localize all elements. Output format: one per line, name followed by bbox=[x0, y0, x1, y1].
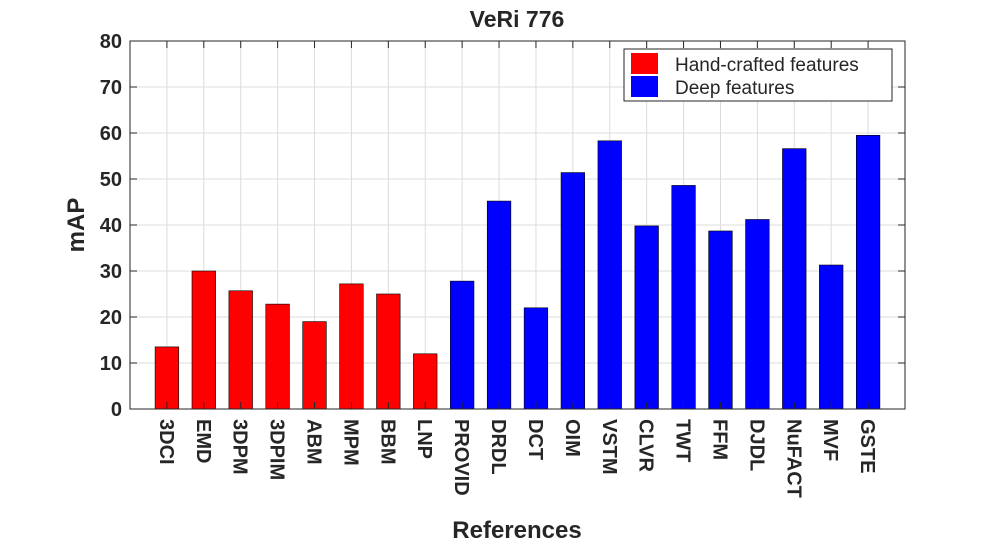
y-tick-label: 40 bbox=[100, 215, 122, 237]
x-axis-ticks: 3DCI EMD 3DPM 3DPIM ABM MPM BBM LNP PROVID DRDL DC… bbox=[155, 41, 878, 498]
bar-emd bbox=[191, 270, 216, 410]
bar-clvr bbox=[634, 225, 659, 410]
x-axis-label: References bbox=[452, 517, 581, 544]
y-axis-label: mAP bbox=[63, 198, 90, 253]
y-tick-label: 80 bbox=[100, 31, 122, 53]
bar-ffm bbox=[708, 230, 733, 410]
bar-3dci bbox=[154, 346, 180, 410]
x-tick-label: GSTE bbox=[856, 419, 878, 473]
bar-gste bbox=[855, 135, 881, 410]
x-tick-label: TWT bbox=[672, 419, 694, 462]
bar-drdl bbox=[486, 200, 512, 410]
legend-label-hand-crafted: Hand-crafted features bbox=[675, 55, 859, 76]
x-tick-label: 3DPM bbox=[229, 419, 251, 475]
x-tick-label: EMD bbox=[192, 419, 214, 463]
y-tick-label: 50 bbox=[100, 169, 122, 191]
x-tick-label: PROVID bbox=[450, 419, 472, 496]
bar-mpm bbox=[339, 283, 364, 410]
x-tick-label: DCT bbox=[524, 419, 546, 460]
bar-mvf bbox=[819, 264, 844, 410]
bar-provid bbox=[450, 280, 475, 410]
bar-twt bbox=[671, 185, 696, 410]
bar-bbm bbox=[376, 293, 401, 410]
chart-title: VeRi 776 bbox=[470, 6, 565, 32]
bar-3dpm bbox=[228, 290, 253, 410]
x-tick-label: MVF bbox=[819, 419, 841, 461]
bar-dct bbox=[523, 307, 549, 410]
y-tick-label: 0 bbox=[111, 399, 122, 421]
bar-vstm bbox=[597, 140, 622, 410]
x-tick-label: VSTM bbox=[598, 419, 620, 475]
x-tick-label: MPM bbox=[339, 419, 361, 466]
x-tick-label: LNP bbox=[413, 419, 435, 459]
y-tick-label: 10 bbox=[100, 353, 122, 375]
y-axis-ticks: 0 10 20 30 40 50 60 70 80 bbox=[100, 31, 905, 421]
bar-3dpim bbox=[265, 303, 290, 410]
x-tick-label: DRDL bbox=[487, 419, 509, 475]
y-tick-label: 30 bbox=[100, 261, 122, 283]
bar-nufact bbox=[782, 148, 807, 410]
legend-swatch-deep bbox=[631, 76, 658, 97]
x-tick-label: DJDL bbox=[745, 419, 767, 471]
legend: Hand-crafted features Deep features bbox=[623, 48, 893, 102]
x-tick-label: 3DCI bbox=[155, 419, 177, 465]
x-tick-label: FFM bbox=[708, 419, 730, 460]
bars bbox=[154, 135, 881, 410]
x-tick-label: CLVR bbox=[635, 419, 657, 473]
legend-box bbox=[623, 48, 893, 102]
bar-abm bbox=[302, 321, 327, 410]
y-tick-label: 70 bbox=[100, 77, 122, 99]
x-tick-label: NuFACT bbox=[782, 419, 804, 498]
x-tick-label: OIM bbox=[561, 419, 583, 457]
y-tick-label: 60 bbox=[100, 123, 122, 145]
x-tick-label: 3DPIM bbox=[266, 419, 288, 480]
bar-lnp bbox=[413, 353, 438, 410]
legend-swatch-hand-crafted bbox=[631, 53, 658, 74]
bar-oim bbox=[560, 172, 585, 410]
y-tick-label: 20 bbox=[100, 307, 122, 329]
x-tick-label: ABM bbox=[303, 419, 325, 465]
legend-label-deep: Deep features bbox=[675, 78, 794, 99]
bar-djdl bbox=[745, 219, 770, 410]
x-tick-label: BBM bbox=[376, 419, 398, 465]
